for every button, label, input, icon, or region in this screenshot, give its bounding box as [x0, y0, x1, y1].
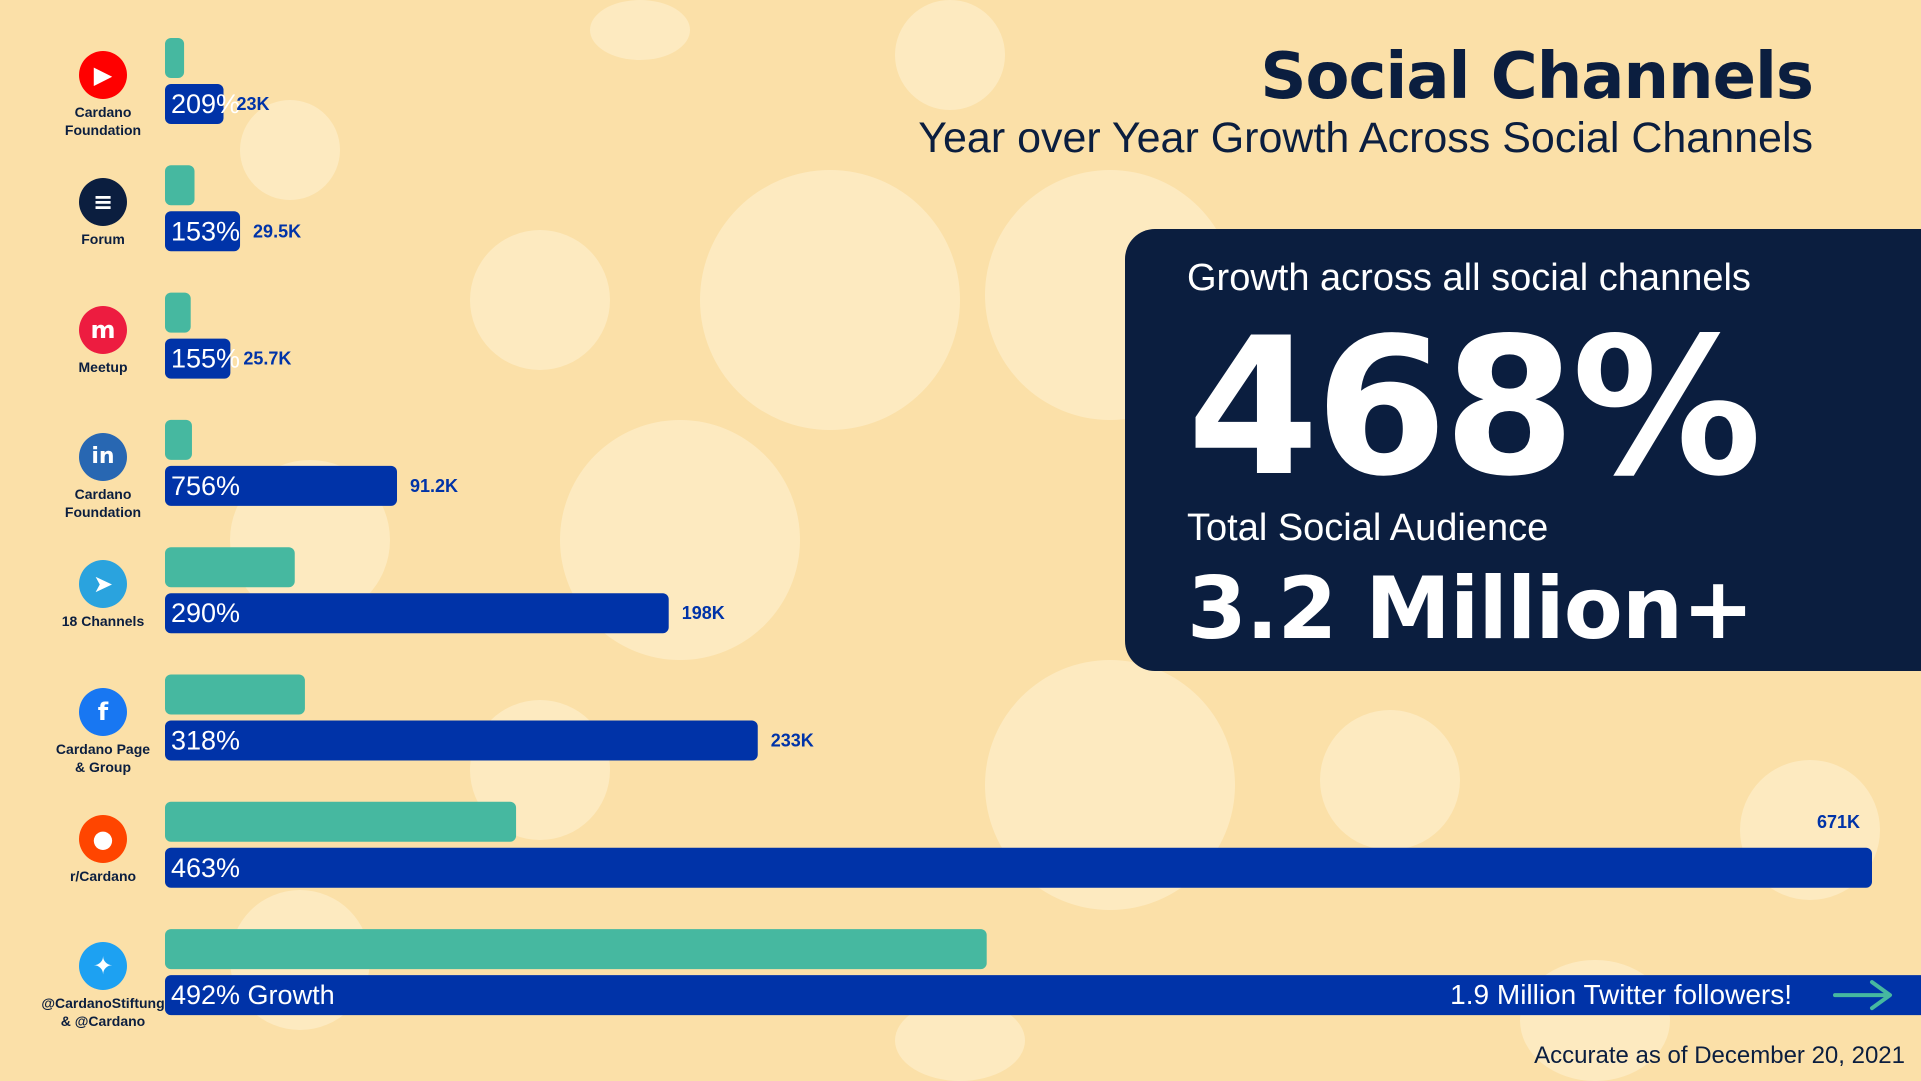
growth-label: 756%: [171, 471, 240, 501]
bar-current-year: [165, 84, 224, 124]
audience-label: Total Social Audience: [1187, 507, 1549, 549]
bar-previous-year: [165, 292, 191, 333]
growth-label: 290%: [171, 598, 240, 628]
facebook-icon: f: [79, 687, 127, 736]
meetup-icon: m: [79, 305, 127, 354]
decor-bubble: [1320, 710, 1460, 850]
value-label: 233K: [771, 731, 814, 751]
decor-bubble: [700, 170, 960, 430]
value-label: 671K: [1817, 812, 1860, 832]
growth-label: 463%: [171, 853, 240, 883]
bar-current-year: [165, 593, 669, 634]
growth-label: 209%: [171, 89, 240, 119]
growth-label: 318%: [171, 726, 240, 756]
value-label: 23K: [237, 94, 270, 114]
growth-value: 468%: [1187, 297, 1762, 518]
bar-current-year: [165, 338, 231, 379]
bar-previous-year: [165, 929, 987, 970]
bar-previous-year: [165, 547, 295, 588]
bar-current-year: [165, 465, 398, 506]
bar-previous-year: [165, 38, 185, 78]
arrow-right-icon: [1833, 980, 1892, 1011]
bar-current-year: [165, 975, 1921, 1016]
channel-label: Forum: [81, 231, 125, 248]
value-label: 91.2K: [410, 476, 458, 496]
page-subtitle: Year over Year Growth Across Social Chan…: [918, 114, 1813, 162]
channel-label: Cardano Page & Group: [55, 740, 151, 775]
value-label: 29.5K: [253, 221, 301, 241]
twitter-icon: ✦: [79, 942, 127, 991]
bar-previous-year: [165, 801, 517, 842]
growth-label: 155%: [171, 344, 240, 374]
decor-bubble: [240, 100, 340, 200]
bar-previous-year: [165, 674, 305, 715]
page-title: Social Channels: [1260, 40, 1814, 114]
bar-current-year: [165, 720, 758, 761]
forum-icon: ≡: [79, 178, 127, 227]
audience-value: 3.2 Million+: [1187, 559, 1754, 659]
channel-label: Meetup: [78, 358, 128, 375]
channel-label: Cardano Foundation: [64, 485, 142, 520]
bar-current-year: [165, 211, 241, 252]
channel-label: Cardano Foundation: [64, 104, 142, 138]
value-label: 198K: [682, 603, 725, 623]
reddit-icon: ●: [79, 814, 127, 863]
bar-current-year: [165, 847, 1872, 888]
bar-previous-year: [165, 165, 195, 206]
growth-label: Growth across all social channels: [1187, 257, 1751, 299]
twitter-note: 1.9 Million Twitter followers!: [1450, 979, 1792, 1010]
channel-label: r/Cardano: [69, 867, 137, 884]
footnote: Accurate as of December 20, 2021: [1534, 1042, 1905, 1069]
linkedin-icon: in: [79, 432, 127, 481]
channel-label: @CardanoStiftung & @Cardano: [41, 995, 165, 1030]
decor-bubble: [590, 0, 690, 60]
growth-label: 492% Growth: [171, 980, 335, 1010]
telegram-icon: ➤: [79, 560, 127, 609]
decor-bubble: [895, 0, 1005, 110]
growth-label: 153%: [171, 216, 240, 246]
value-label: 25.7K: [243, 349, 291, 369]
decor-bubble: [470, 230, 610, 370]
youtube-icon: ▶: [79, 51, 127, 99]
stats-panel: Growth across all social channels 468% T…: [1125, 229, 1921, 671]
bar-previous-year: [165, 419, 192, 460]
channel-label: 18 Channels: [61, 613, 145, 630]
